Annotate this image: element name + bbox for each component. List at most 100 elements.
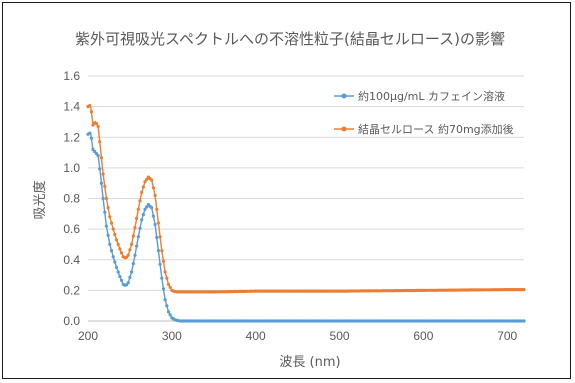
series-marker-1 xyxy=(165,276,169,280)
series-marker-0 xyxy=(99,181,103,185)
series-marker-0 xyxy=(160,276,164,280)
y-tick-label: 1.6 xyxy=(63,69,80,83)
series-marker-1 xyxy=(158,235,162,239)
x-tick-label: 300 xyxy=(162,329,182,343)
series-marker-1 xyxy=(116,242,120,246)
legend-label-caffeine: 約100µg/mL カフェイン溶液 xyxy=(358,89,505,103)
chart-frame xyxy=(2,2,571,379)
y-axis-label: 吸光度 xyxy=(32,180,48,219)
x-tick-labels: 200 300 400 500 600 700 xyxy=(78,329,518,343)
series-marker-0 xyxy=(126,281,130,285)
series-marker-1 xyxy=(136,207,140,211)
series-marker-0 xyxy=(151,214,155,218)
series-marker-0 xyxy=(113,260,117,264)
x-axis-label: 波長 (nm) xyxy=(279,355,340,370)
series-marker-0 xyxy=(141,213,145,217)
series-marker-0 xyxy=(158,262,162,266)
series-marker-1 xyxy=(114,238,119,242)
series-marker-0 xyxy=(114,265,119,269)
series-marker-1 xyxy=(145,177,149,181)
series-marker-1 xyxy=(113,232,117,237)
x-tick-label: 600 xyxy=(413,329,433,343)
series-marker-0 xyxy=(133,253,137,257)
y-tick-label: 0.0 xyxy=(63,314,80,328)
series-marker-1 xyxy=(166,282,171,286)
chart-title: 紫外可視吸光スペクトルへの不溶性粒子(結晶セルロース)の影響 xyxy=(75,30,505,48)
series-marker-1 xyxy=(88,104,92,108)
series-0 xyxy=(86,131,526,323)
series-marker-1 xyxy=(161,259,166,263)
series-marker-0 xyxy=(155,235,159,240)
legend-marker-cellulose xyxy=(341,126,347,132)
series-marker-1 xyxy=(138,199,142,203)
series-marker-0 xyxy=(145,205,149,209)
series-marker-1 xyxy=(131,234,135,238)
series-marker-1 xyxy=(96,124,100,129)
series-marker-0 xyxy=(136,235,140,239)
y-tick-label: 1.0 xyxy=(63,161,80,175)
series-marker-1 xyxy=(108,215,112,219)
series-marker-1 xyxy=(141,185,145,189)
y-tick-label: 1.4 xyxy=(63,100,80,114)
series-marker-1 xyxy=(135,216,139,220)
series-marker-1 xyxy=(140,190,144,194)
series-marker-0 xyxy=(108,242,112,246)
series-marker-0 xyxy=(161,287,166,291)
series-marker-0 xyxy=(165,304,169,308)
series-marker-0 xyxy=(103,210,107,214)
y-tick-label: 0.2 xyxy=(63,283,80,297)
grid-lines xyxy=(88,75,524,322)
legend-label-cellulose: 結晶セルロース 約70mg添加後 xyxy=(358,122,514,136)
series-marker-1 xyxy=(104,196,108,201)
x-tick-label: 700 xyxy=(497,329,517,343)
series-marker-1 xyxy=(111,227,115,231)
series-marker-0 xyxy=(106,233,110,237)
series-marker-1 xyxy=(143,180,147,184)
series-marker-1 xyxy=(106,206,110,210)
series-marker-1 xyxy=(150,178,154,182)
series-marker-1 xyxy=(89,110,93,114)
series-marker-0 xyxy=(140,218,144,222)
series-marker-0 xyxy=(163,298,167,302)
series-marker-0 xyxy=(156,249,160,253)
series-marker-1 xyxy=(99,156,103,160)
series-marker-1 xyxy=(160,249,164,253)
series-marker-0 xyxy=(89,136,93,140)
series-marker-1 xyxy=(151,186,155,190)
series-marker-1 xyxy=(155,207,159,211)
series-marker-1 xyxy=(118,247,122,251)
series-marker-0 xyxy=(119,278,124,282)
series-marker-0 xyxy=(98,167,102,171)
series-marker-0 xyxy=(166,310,171,314)
legend-marker-caffeine xyxy=(341,93,347,99)
series-marker-1 xyxy=(133,226,137,230)
series-marker-0 xyxy=(96,154,100,158)
y-tick-label: 0.8 xyxy=(63,192,80,206)
series-marker-1 xyxy=(101,172,105,176)
series-group xyxy=(86,103,526,323)
series-marker-1 xyxy=(153,193,157,197)
series-marker-1 xyxy=(119,251,124,255)
series-marker-1 xyxy=(168,285,172,289)
y-tick-labels: 0.0 0.2 0.4 0.6 0.8 1.0 1.2 1.4 1.6 xyxy=(63,69,80,328)
y-tick-label: 1.2 xyxy=(63,130,80,144)
series-marker-0 xyxy=(522,319,526,323)
series-marker-0 xyxy=(130,270,134,274)
x-tick-label: 200 xyxy=(78,329,98,343)
series-marker-1 xyxy=(128,248,132,252)
series-marker-0 xyxy=(138,226,142,230)
series-marker-1 xyxy=(126,253,130,257)
series-marker-1 xyxy=(156,221,160,225)
x-tick-label: 500 xyxy=(330,329,350,343)
series-marker-1 xyxy=(94,121,98,126)
series-marker-0 xyxy=(118,275,122,279)
series-marker-0 xyxy=(135,244,139,248)
series-marker-0 xyxy=(150,206,154,210)
series-marker-1 xyxy=(109,221,114,225)
legend: 約100µg/mL カフェイン溶液 結晶セルロース 約70mg添加後 xyxy=(334,89,514,136)
series-marker-0 xyxy=(153,222,157,227)
series-1 xyxy=(86,103,526,294)
y-tick-label: 0.4 xyxy=(63,253,80,267)
series-marker-0 xyxy=(168,313,172,317)
